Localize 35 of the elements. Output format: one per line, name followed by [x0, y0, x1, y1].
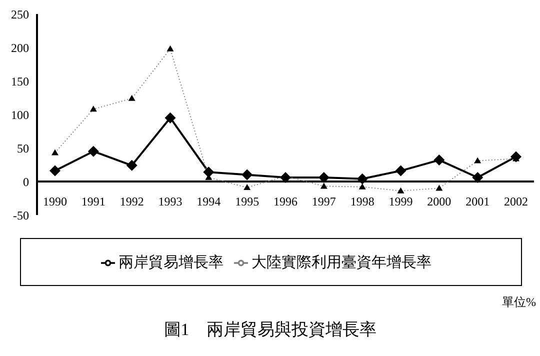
point: [395, 165, 406, 176]
point: [88, 146, 99, 157]
point: [318, 172, 330, 183]
point: [434, 154, 445, 166]
y-tick-label: 0: [23, 174, 29, 189]
x-tick-label: 1995: [235, 194, 260, 209]
x-tick-label: 1990: [43, 194, 67, 209]
x-tick-label: 1997: [312, 194, 336, 209]
point: [356, 173, 368, 184]
point: [50, 165, 60, 176]
x-tick-label: 1994: [196, 194, 221, 209]
y-tick-label: 250: [11, 7, 29, 22]
x-tick-label: 2002: [504, 194, 528, 209]
x-tick-label: 2001: [466, 194, 490, 209]
point: [242, 169, 253, 180]
x-tick-label: 1992: [120, 194, 144, 209]
x-tick-label: 1999: [388, 194, 413, 209]
y-tick-label: 50: [17, 141, 29, 156]
legend-label: 大陸實際利用臺資年增長率: [252, 254, 432, 270]
legend-label: 兩岸貿易增長率: [118, 254, 224, 270]
x-tick-label: 1998: [350, 194, 374, 209]
y-tick-label: 200: [11, 40, 29, 55]
x-tick-label: 1996: [274, 194, 298, 209]
point: [203, 166, 214, 178]
x-tick-label: 2000: [427, 194, 452, 209]
y-tick-label: -50: [13, 208, 29, 222]
y-tick-label: 100: [11, 108, 29, 122]
x-tick-label: 1991: [81, 194, 106, 209]
y-tick-label: 150: [11, 74, 29, 88]
point: [126, 160, 138, 171]
point: [472, 172, 484, 183]
text: 圖1 兩岸貿易與投資增長率: [162, 319, 378, 341]
point: [164, 112, 176, 124]
text: 單位%: [502, 294, 536, 311]
x-tick-label: 1993: [158, 194, 182, 209]
